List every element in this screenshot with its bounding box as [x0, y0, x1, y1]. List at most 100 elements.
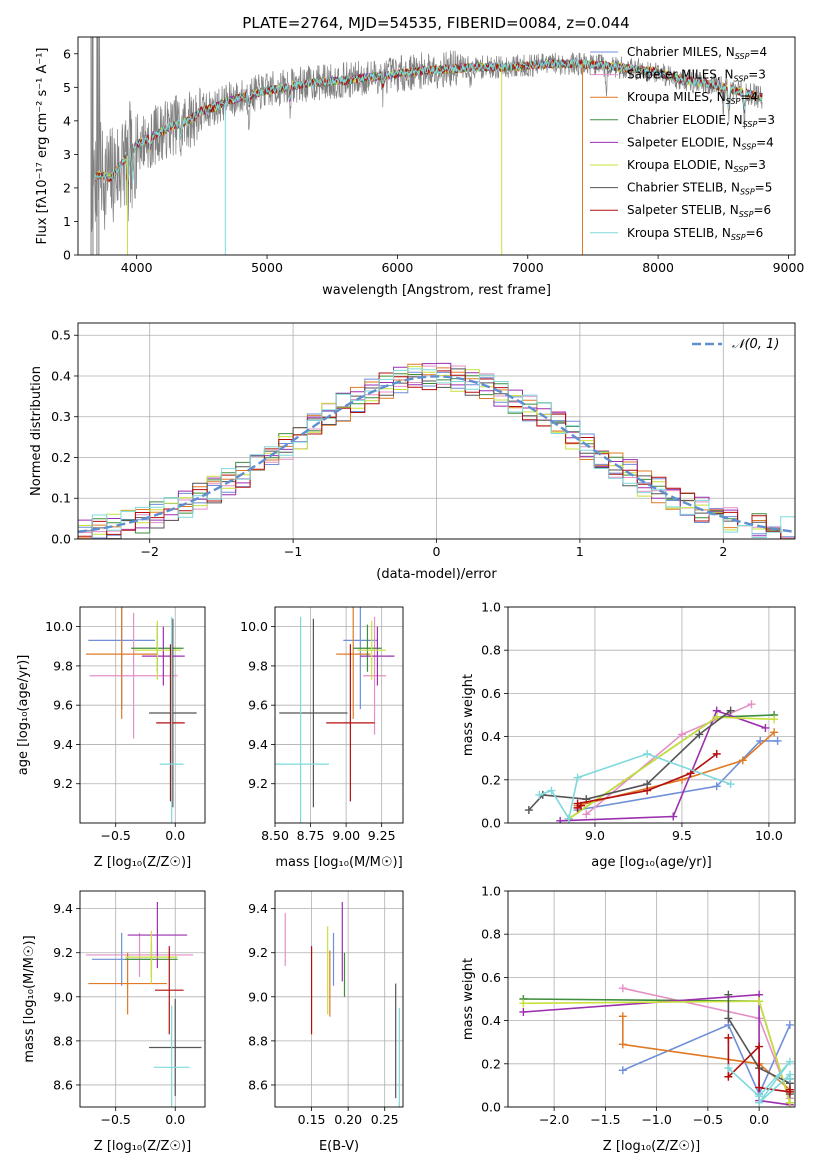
- x-axis-label: (data-model)/error: [376, 567, 497, 582]
- plot-area: [90, 37, 763, 255]
- y-tick-label: 9.4: [53, 737, 73, 752]
- weight-marker: [724, 1014, 733, 1023]
- y-tick-label: 0.3: [51, 409, 71, 424]
- y-tick-label: 9.0: [53, 989, 73, 1004]
- x-tick-label: 2: [719, 544, 727, 559]
- x-tick-label: 8000: [642, 260, 674, 275]
- weight-marker: [785, 1057, 794, 1066]
- y-tick-label: 9.8: [53, 658, 73, 673]
- plot-area: [85, 902, 202, 1107]
- y-tick-label: 1: [63, 214, 71, 229]
- weight-marker: [712, 782, 721, 791]
- plot-area: [85, 607, 197, 823]
- x-axis-label: age [log₁₀(age/yr)]: [591, 855, 712, 870]
- legend-label: 𝒩(0, 1): [732, 337, 779, 352]
- axes-frame: [79, 890, 206, 1108]
- y-tick-label: 9.6: [248, 698, 268, 713]
- weight-marker: [582, 810, 591, 819]
- spectrum-panel: 4000 5000 6000 7000 8000 9000 0 1 2 3 4 5 6 wavelengt…: [35, 36, 804, 298]
- y-tick-label: 9.2: [53, 776, 73, 791]
- y-axis-label: Normed distribution: [29, 366, 44, 496]
- x-tick-label: 0.15: [298, 1112, 326, 1127]
- weight-marker: [724, 1072, 733, 1081]
- weight-marker: [695, 730, 704, 739]
- weight-marker: [618, 1066, 627, 1075]
- y-tick-label: 0: [63, 248, 71, 263]
- x-tick-label: 5000: [251, 260, 283, 275]
- axes-frame: [274, 606, 404, 824]
- weight-marker: [564, 814, 573, 823]
- x-tick-label: 0.0: [165, 828, 185, 843]
- y-tick-label: 9.2: [248, 945, 268, 960]
- legend-label: Chabrier MILES, NSSP=4: [627, 45, 767, 61]
- x-tick-label: 1: [576, 544, 584, 559]
- plot-area: [524, 700, 782, 823]
- weight-marker: [618, 984, 627, 993]
- y-tick-label: 9.6: [53, 698, 73, 713]
- y-axis-label: mass [log₁₀(M/M☉)]: [22, 935, 37, 1062]
- y-tick-label: 8.8: [53, 1033, 73, 1048]
- y-tick-label: 9.0: [248, 989, 268, 1004]
- x-tick-label: 8.75: [297, 828, 325, 843]
- x-tick-label: 9.0: [585, 828, 605, 843]
- y-tick-label: 0.8: [481, 643, 501, 658]
- weight-marker: [770, 715, 779, 724]
- weight-marker: [726, 780, 735, 789]
- weight-marker: [724, 1064, 733, 1073]
- weight-marker: [738, 756, 747, 765]
- x-axis-label: E(B-V): [319, 1139, 359, 1154]
- weight-marker: [756, 736, 765, 745]
- y-tick-label: 3: [63, 147, 71, 162]
- x-tick-label: −1: [284, 544, 302, 559]
- x-axis-label: mass [log₁₀(M/M☉)]: [275, 855, 402, 870]
- normal-curve-line: [78, 375, 793, 534]
- axes-frame: [507, 606, 796, 824]
- x-tick-label: 7000: [512, 260, 544, 275]
- axes-frame: [79, 606, 206, 824]
- x-tick-label: 9.00: [332, 828, 360, 843]
- y-tick-label: 4: [63, 113, 71, 128]
- weight-marker: [724, 990, 733, 999]
- y-tick-label: 0.2: [481, 772, 501, 787]
- y-tick-label: 0.1: [51, 491, 71, 506]
- axes-frame: [77, 322, 796, 540]
- weight-marker: [519, 999, 528, 1008]
- age-vs-mass-panel: 8.50 8.75 9.00 9.25 9.2 9.4 9.6 9.8 10.0 mass [lo…: [240, 606, 404, 870]
- y-tick-label: 0.4: [51, 368, 71, 383]
- y-tick-label: 0.5: [51, 328, 71, 343]
- weight-marker: [755, 1042, 764, 1051]
- plot-area: [284, 902, 400, 1107]
- y-tick-label: 5: [63, 80, 71, 95]
- y-tick-label: 0.0: [51, 532, 71, 547]
- weight-series-line: [560, 709, 766, 822]
- axes-frame: [274, 890, 404, 1108]
- weight-vs-age-panel: 9.0 9.5 10.0 0.0 0.2 0.4 0.6 0.8 1.0 age [log₁₀(a…: [461, 600, 796, 870]
- legend-label: Chabrier ELODIE, NSSP=3: [627, 113, 775, 129]
- axes-frame: [77, 36, 796, 256]
- age-vs-metallicity-panel: −0.5 0.0 9.2 9.4 9.6 9.8 10.0 Z [log₁₀(Z/Z☉)] ag…: [16, 606, 206, 870]
- y-tick-label: 1.0: [481, 600, 501, 615]
- plot-area: [275, 607, 395, 823]
- y-tick-label: 9.2: [53, 945, 73, 960]
- weight-marker: [643, 786, 652, 795]
- y-axis-label: age [log₁₀(age/yr)]: [16, 655, 31, 776]
- weight-marker: [761, 723, 770, 732]
- weight-marker: [712, 713, 721, 722]
- y-tick-label: 0.6: [481, 970, 501, 985]
- weight-marker: [524, 806, 533, 815]
- y-tick-label: 8.6: [248, 1077, 268, 1092]
- y-tick-label: 0.4: [481, 1013, 501, 1028]
- y-tick-label: 0.4: [481, 729, 501, 744]
- weight-marker: [785, 1074, 794, 1083]
- weight-marker: [773, 736, 782, 745]
- y-tick-label: 9.2: [248, 776, 268, 791]
- y-tick-label: 9.4: [248, 737, 268, 752]
- legend-label: Salpeter MILES, NSSP=3: [627, 68, 766, 84]
- legend-label: Chabrier STELIB, NSSP=5: [627, 181, 772, 197]
- x-tick-label: 9.5: [672, 828, 692, 843]
- x-axis-label: Z [log₁₀(Z/Z☉)]: [94, 855, 191, 870]
- x-tick-label: 0: [433, 544, 441, 559]
- weight-marker: [643, 749, 652, 758]
- x-axis-label: Z [log₁₀(Z/Z☉)]: [94, 1139, 191, 1154]
